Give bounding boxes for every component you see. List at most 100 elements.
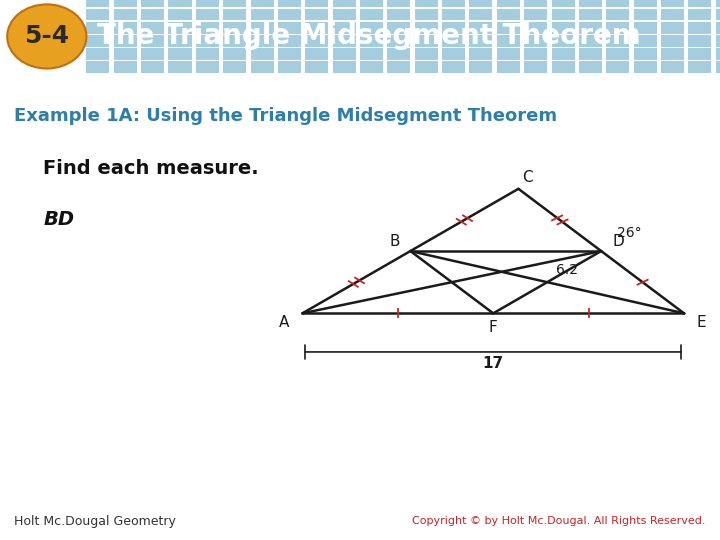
Bar: [196, 61, 219, 73]
Bar: [552, 35, 575, 46]
Bar: [606, 35, 629, 46]
Bar: [552, 0, 575, 7]
Bar: [387, 61, 410, 73]
Bar: [168, 0, 192, 7]
Bar: [223, 35, 246, 46]
Bar: [141, 61, 164, 73]
Bar: [442, 9, 465, 21]
Bar: [606, 0, 629, 7]
Bar: [333, 61, 356, 73]
Bar: [360, 22, 383, 33]
Bar: [579, 9, 602, 21]
Text: Holt Mc.Dougal Geometry: Holt Mc.Dougal Geometry: [14, 515, 176, 528]
Bar: [278, 22, 301, 33]
Bar: [278, 61, 301, 73]
Bar: [251, 9, 274, 21]
Bar: [223, 0, 246, 7]
Bar: [579, 0, 602, 7]
Text: A: A: [279, 315, 289, 330]
Bar: [469, 9, 492, 21]
Text: 26°: 26°: [617, 226, 642, 240]
Bar: [305, 35, 328, 46]
Bar: [688, 61, 711, 73]
Bar: [278, 0, 301, 7]
Bar: [196, 48, 219, 60]
Bar: [251, 22, 274, 33]
Text: 5-4: 5-4: [24, 24, 69, 49]
Bar: [634, 35, 657, 46]
Bar: [579, 48, 602, 60]
Bar: [360, 61, 383, 73]
Bar: [469, 61, 492, 73]
Bar: [223, 61, 246, 73]
Bar: [688, 48, 711, 60]
Bar: [114, 35, 137, 46]
Bar: [469, 35, 492, 46]
Bar: [86, 22, 109, 33]
Bar: [305, 48, 328, 60]
Bar: [688, 0, 711, 7]
Bar: [606, 61, 629, 73]
Bar: [688, 22, 711, 33]
Bar: [333, 0, 356, 7]
Bar: [524, 61, 547, 73]
Bar: [223, 22, 246, 33]
Bar: [497, 61, 520, 73]
Bar: [223, 9, 246, 21]
Bar: [716, 9, 720, 21]
Bar: [661, 22, 684, 33]
Bar: [415, 0, 438, 7]
Bar: [168, 35, 192, 46]
Bar: [497, 22, 520, 33]
Bar: [497, 0, 520, 7]
Bar: [469, 0, 492, 7]
Bar: [524, 9, 547, 21]
Bar: [251, 61, 274, 73]
Bar: [579, 61, 602, 73]
Bar: [469, 22, 492, 33]
Bar: [552, 9, 575, 21]
Bar: [196, 9, 219, 21]
Bar: [360, 9, 383, 21]
Text: D: D: [612, 234, 624, 249]
Bar: [333, 22, 356, 33]
Text: Find each measure.: Find each measure.: [43, 159, 258, 178]
Bar: [415, 9, 438, 21]
Bar: [634, 22, 657, 33]
Bar: [333, 48, 356, 60]
Bar: [552, 61, 575, 73]
Text: B: B: [389, 234, 400, 249]
Bar: [716, 48, 720, 60]
Bar: [606, 9, 629, 21]
Bar: [716, 22, 720, 33]
Bar: [442, 0, 465, 7]
Bar: [114, 61, 137, 73]
Bar: [168, 22, 192, 33]
Bar: [86, 9, 109, 21]
Bar: [469, 48, 492, 60]
Bar: [114, 9, 137, 21]
Bar: [688, 35, 711, 46]
Bar: [86, 0, 109, 7]
Bar: [716, 61, 720, 73]
Text: Copyright © by Holt Mc.Dougal. All Rights Reserved.: Copyright © by Holt Mc.Dougal. All Right…: [412, 516, 706, 526]
Bar: [387, 48, 410, 60]
Bar: [524, 35, 547, 46]
Text: BD: BD: [43, 210, 74, 230]
Bar: [716, 35, 720, 46]
Text: 6.2: 6.2: [556, 263, 578, 277]
Bar: [442, 61, 465, 73]
Bar: [716, 0, 720, 7]
Bar: [552, 22, 575, 33]
Bar: [141, 35, 164, 46]
Bar: [141, 22, 164, 33]
Bar: [415, 61, 438, 73]
Bar: [86, 48, 109, 60]
Text: C: C: [522, 170, 533, 185]
Bar: [278, 48, 301, 60]
Text: The Triangle Midsegment Theorem: The Triangle Midsegment Theorem: [97, 23, 641, 50]
Bar: [141, 48, 164, 60]
Bar: [114, 48, 137, 60]
Bar: [497, 35, 520, 46]
Bar: [305, 61, 328, 73]
